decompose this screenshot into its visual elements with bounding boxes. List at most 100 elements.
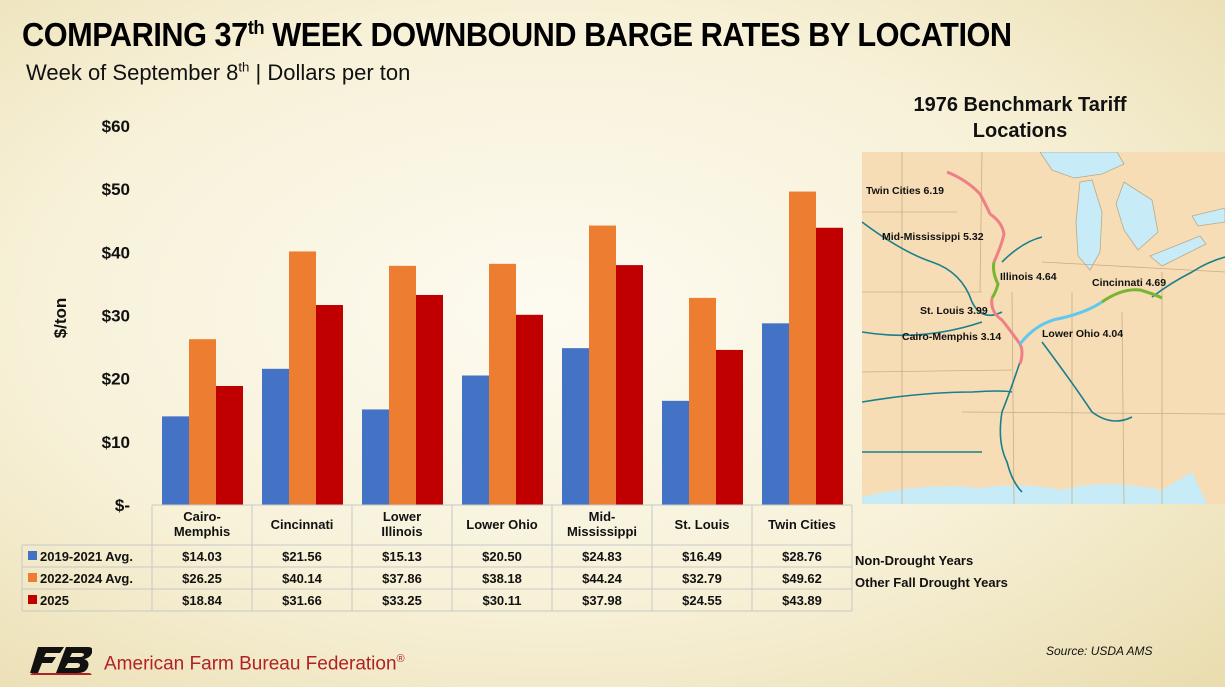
map-title: 1976 Benchmark Tariff Locations: [913, 94, 1127, 142]
y-tick-label: $10: [102, 433, 130, 452]
data-label: $24.83: [582, 549, 622, 564]
category-label: Mid-: [589, 509, 616, 524]
data-label: $44.24: [582, 571, 623, 586]
ohio-upper: [1151, 256, 1225, 298]
bar-1-7: [762, 323, 789, 505]
data-label: $43.89: [782, 593, 822, 608]
category-label: Mississippi: [567, 524, 637, 539]
illinois-segment: [990, 261, 1000, 299]
data-label: $31.66: [282, 593, 322, 608]
bar-3-2: [316, 305, 343, 505]
data-label: $28.76: [782, 549, 822, 564]
data-label: $18.84: [182, 593, 223, 608]
map-label-cincinnati: Cincinnati 4.69: [1092, 277, 1166, 289]
cincinnati-segment: [1101, 288, 1163, 304]
data-label: $40.14: [282, 571, 323, 586]
bar-2-5: [589, 225, 616, 505]
tennessee-river: [1041, 341, 1133, 422]
map-label-st-louis: St. Louis 3.99: [920, 305, 988, 317]
series-note-2: Other Fall Drought Years: [855, 575, 1008, 590]
bar-2-6: [689, 297, 716, 505]
bar-2-7: [789, 191, 816, 505]
series-note-1: Non-Drought Years: [855, 553, 973, 568]
missouri-river: [862, 221, 1003, 317]
data-label: $32.79: [682, 571, 722, 586]
data-label: $37.86: [382, 571, 422, 586]
legend-label-1: 2019-2021 Avg.: [40, 549, 133, 564]
bar-2-2: [289, 251, 316, 505]
bar-1-3: [362, 409, 389, 505]
map-label-lower-ohio: Lower Ohio 4.04: [1042, 328, 1123, 340]
category-label: Memphis: [174, 524, 230, 539]
data-label: $33.25: [382, 593, 422, 608]
tariff-map: Twin Cities 6.19 Mid-Mississippi 5.32 Il…: [862, 152, 1225, 504]
chart-title: COMPARING 37th WEEK DOWNBOUND BARGE RATE…: [22, 16, 1012, 53]
y-tick-label: $50: [102, 180, 130, 199]
mid-mississippi-segment: [989, 212, 1006, 263]
legend-label-2: 2022-2024 Avg.: [40, 571, 133, 586]
mississippi-lower: [999, 361, 1023, 493]
bar-1-2: [262, 368, 289, 505]
illinois-upper: [1001, 236, 1043, 263]
arkansas-river: [862, 390, 1013, 403]
org-name: American Farm Bureau Federation®: [104, 653, 405, 675]
bar-1-1: [162, 416, 189, 505]
bar-3-3: [416, 294, 443, 505]
map-label-twin-cities: Twin Cities 6.19: [866, 185, 944, 197]
bar-1-6: [662, 400, 689, 505]
category-label: Lower Ohio: [466, 517, 538, 532]
data-label: $20.50: [482, 549, 522, 564]
bar-3-6: [716, 349, 743, 505]
cairo-memphis-segment: [1018, 343, 1024, 365]
bar-2-3: [389, 265, 416, 505]
y-tick-label: $20: [102, 370, 130, 389]
legend-swatch-1: [28, 551, 37, 560]
data-label: $14.03: [182, 549, 222, 564]
gulf-of-mexico: [862, 472, 1207, 504]
legend-swatch-2: [28, 573, 37, 582]
source-note: Source: USDA AMS: [1046, 644, 1153, 658]
y-tick-label: $-: [115, 496, 130, 515]
category-label: Twin Cities: [768, 517, 836, 532]
lake-michigan: [1075, 179, 1103, 271]
category-label: Cincinnati: [271, 517, 334, 532]
data-label: $26.25: [182, 571, 222, 586]
afbf-logo: [30, 647, 92, 675]
st-louis-segment: [990, 297, 1022, 345]
data-label: $30.11: [482, 593, 521, 608]
lower-ohio-segment: [1018, 300, 1103, 345]
y-tick-label: $60: [102, 117, 130, 136]
legend-swatch-3: [28, 595, 37, 604]
category-label: Lower: [383, 509, 421, 524]
bar-3-7: [816, 227, 843, 505]
chart-subtitle: Week of September 8th | Dollars per ton: [26, 59, 411, 85]
map-label-mid-mississippi: Mid-Mississippi 5.32: [882, 231, 984, 243]
lake-erie: [1149, 235, 1207, 267]
bar-3-4: [516, 314, 543, 505]
data-label: $16.49: [682, 549, 722, 564]
data-label: $37.98: [582, 593, 622, 608]
missouri-river-lower: [862, 321, 983, 337]
bar-2-1: [189, 339, 216, 505]
bar-1-4: [462, 375, 489, 505]
data-label: $49.62: [782, 571, 822, 586]
lake-huron: [1115, 181, 1159, 251]
category-label: Illinois: [381, 524, 422, 539]
bar-3-1: [216, 385, 243, 505]
y-tick-label: $30: [102, 307, 130, 326]
lake-ontario: [1191, 207, 1225, 227]
category-label: Cairo-: [183, 509, 221, 524]
data-label: $21.56: [282, 549, 322, 564]
bar-2-4: [489, 263, 516, 505]
data-label: $38.18: [482, 571, 522, 586]
twin-cities-segment: [946, 170, 992, 215]
bar-1-5: [562, 348, 589, 505]
map-label-cairo-memphis: Cairo-Memphis 3.14: [902, 331, 1001, 343]
data-label: $24.55: [682, 593, 722, 608]
data-label: $15.13: [382, 549, 422, 564]
y-tick-label: $40: [102, 243, 130, 262]
legend-label-3: 2025: [40, 593, 69, 608]
y-axis-label: $/ton: [51, 298, 70, 339]
lake-superior: [1039, 152, 1125, 179]
